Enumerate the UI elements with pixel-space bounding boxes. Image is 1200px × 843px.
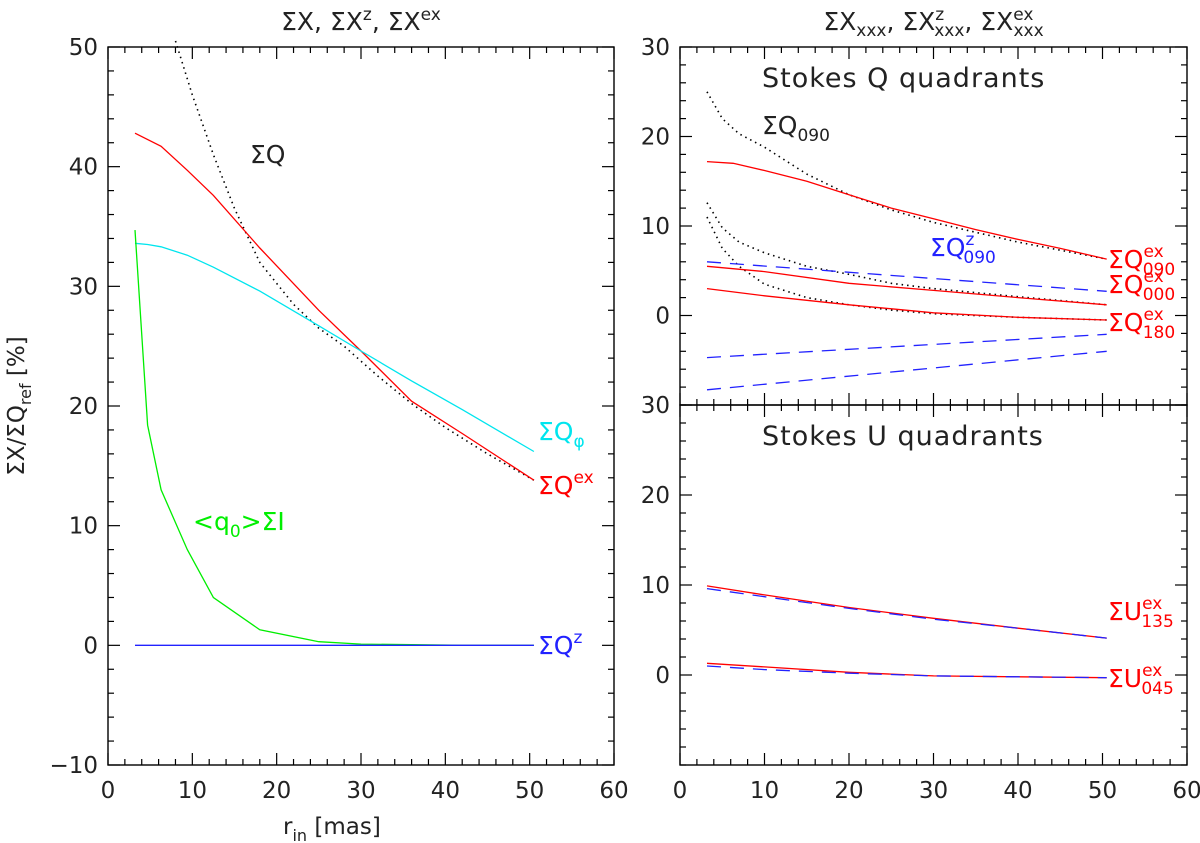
x-tick-label: 0 bbox=[101, 778, 116, 804]
y-tick-label: 30 bbox=[641, 35, 670, 61]
y-tick-label: 20 bbox=[69, 394, 98, 420]
y-tick-label: 50 bbox=[69, 35, 98, 61]
y-tick-label: 0 bbox=[655, 304, 670, 330]
y-tick-label: 10 bbox=[641, 214, 670, 240]
series-line-0-3 bbox=[134, 230, 534, 646]
series-label-sqex: ΣQex bbox=[538, 468, 594, 500]
panel-right-top: 0 10 20 30 ΣXxxx, ΣXz xxx, ΣXex xxx Stokes Q qu… bbox=[641, 5, 1188, 406]
series-label-q090: ΣQ090 bbox=[762, 111, 830, 146]
plot-frame-2 bbox=[679, 404, 1188, 766]
chart-title-0: ΣX, ΣXz, ΣXex bbox=[281, 5, 441, 36]
chart-title-1: ΣXxxx, ΣXz xxx, ΣXex xxx bbox=[823, 5, 1043, 41]
x-tick-label: 50 bbox=[1088, 778, 1117, 804]
x-axis-label: rin [mas] bbox=[283, 814, 381, 843]
x-tick-label: 0 bbox=[673, 778, 688, 804]
series-label-q0: <q0>ΣI bbox=[193, 507, 285, 542]
x-tick-label: 20 bbox=[834, 778, 863, 804]
series-line-1-7 bbox=[706, 333, 1107, 359]
series-line-1-5 bbox=[706, 287, 1107, 321]
x-tick-label: 30 bbox=[919, 778, 948, 804]
x-tick-label: 40 bbox=[431, 778, 460, 804]
series-label-u135: ΣUex 135 bbox=[1108, 594, 1174, 632]
y-tick-label: 20 bbox=[641, 483, 670, 509]
y-tick-label: 30 bbox=[69, 274, 98, 300]
y-tick-label: 30 bbox=[641, 393, 670, 419]
y-tick-label: 10 bbox=[69, 514, 98, 540]
plot-frame-1 bbox=[679, 46, 1188, 406]
x-tick-label: 40 bbox=[1003, 778, 1032, 804]
x-tick-label: 10 bbox=[178, 778, 207, 804]
series-line-1-3 bbox=[706, 160, 1107, 260]
series-label-qex000: ΣQex 000 bbox=[1108, 267, 1175, 305]
y-tick-label: −10 bbox=[49, 753, 98, 779]
x-tick-label: 10 bbox=[750, 778, 779, 804]
y-tick-label: 20 bbox=[641, 125, 670, 151]
series-line-0-0 bbox=[174, 40, 535, 481]
series-line-1-2 bbox=[706, 216, 1107, 321]
series-label-u045: ΣUex 045 bbox=[1108, 661, 1174, 699]
series-label-qz090: ΣQz 090 bbox=[930, 230, 996, 268]
series-line-2-3 bbox=[706, 665, 1107, 679]
x-tick-label: 60 bbox=[1172, 778, 1200, 804]
y-tick-label: 40 bbox=[69, 155, 98, 181]
series-line-1-4 bbox=[706, 265, 1107, 306]
panel-heading-2: Stokes U quadrants bbox=[762, 421, 1044, 452]
series-label-sq: ΣQ bbox=[250, 140, 285, 169]
panel-right-bottom: 0 10 20 30 0 10 20 30 40 50 60 Stokes U quadrants ΣU… bbox=[641, 393, 1200, 804]
x-tick-label: 50 bbox=[515, 778, 544, 804]
series-label-sqz: ΣQz bbox=[538, 628, 582, 660]
series-line-1-0 bbox=[706, 91, 1107, 260]
series-line-2-2 bbox=[706, 662, 1107, 679]
x-tick-label: 30 bbox=[346, 778, 375, 804]
series-label-sqphi: ΣQφ bbox=[538, 417, 585, 452]
y-tick-label: 0 bbox=[83, 633, 98, 659]
series-line-2-0 bbox=[706, 585, 1107, 639]
series-line-1-6 bbox=[706, 261, 1107, 292]
series-label-qex090: ΣQex 090 bbox=[1108, 242, 1175, 280]
y-axis-label: ΣX/ΣQref [%] bbox=[4, 336, 35, 476]
series-line-0-1 bbox=[134, 132, 535, 481]
y-tick-label: 10 bbox=[641, 573, 670, 599]
series-line-2-1 bbox=[706, 587, 1107, 639]
series-line-1-1 bbox=[706, 202, 1107, 306]
series-label-qex180: ΣQex 180 bbox=[1108, 305, 1175, 343]
panel-heading-1: Stokes Q quadrants bbox=[762, 63, 1045, 94]
series-line-1-8 bbox=[706, 350, 1107, 391]
y-tick-label: 0 bbox=[655, 663, 670, 689]
series-line-0-2 bbox=[134, 242, 535, 453]
x-tick-label: 20 bbox=[262, 778, 291, 804]
x-tick-label: 60 bbox=[599, 778, 628, 804]
